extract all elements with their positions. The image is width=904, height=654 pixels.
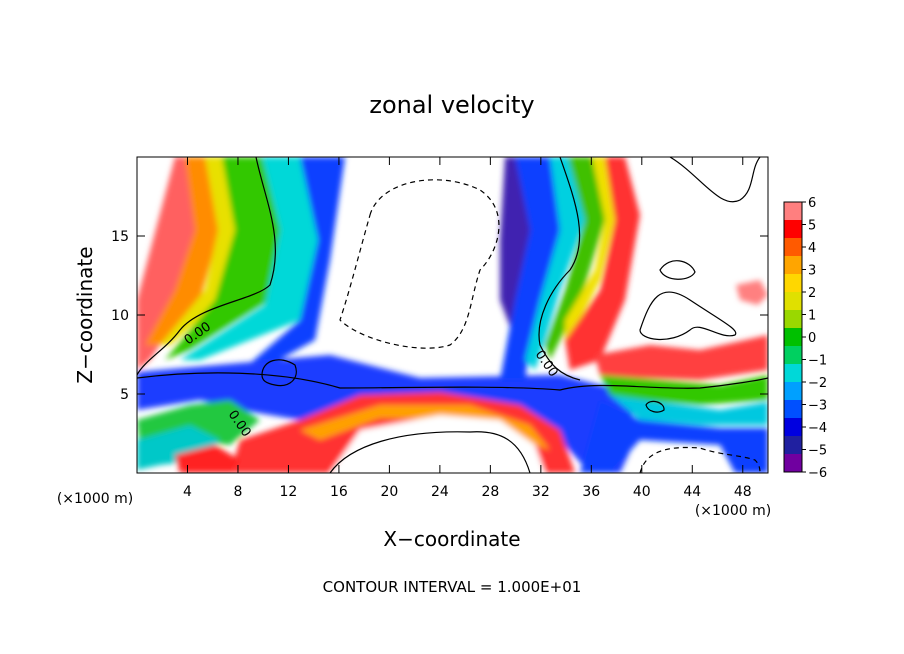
x-tick-label-10: 44 [683,484,701,500]
colorbar-label-10: −4 [808,421,827,436]
colorbar: 6 5 4 3 2 1 0 −1 −2 −3 −4 −5 −6 [783,196,827,481]
contour-small-loop-right [659,260,696,280]
x-unit-right: (×1000 m) [695,503,771,519]
y-tick-label-1: 10 [111,308,129,324]
colorbar-swatch-13 [784,436,802,455]
y-axis: 5 10 15 [111,229,768,403]
field-left-green [165,157,285,360]
x-tick-label-2: 12 [280,484,298,500]
colorbar-swatch-14 [784,454,802,473]
x-tick-label-11: 48 [734,484,752,500]
field-low-blue [137,355,640,473]
colorbar-swatch-0 [784,202,802,221]
colorbar-swatch-10 [784,382,802,401]
contour-dashed-top [339,179,500,349]
x-axis-label: X−coordinate [383,527,520,551]
contour-lower-zero [137,372,768,391]
x-tick-label-1: 8 [233,484,242,500]
colorbar-label-5: 1 [808,309,816,324]
contour-lines [137,157,768,473]
chart-title: zonal velocity [369,91,534,119]
field-far-right-pink [736,280,768,305]
y-tick-label-0: 5 [120,387,129,403]
colorbar-swatch-3 [784,256,802,275]
colorbar-swatch-9 [784,364,802,383]
colorbar-label-7: −1 [808,354,827,369]
x-tick-label-3: 16 [330,484,348,500]
field-right-cyan [525,157,585,370]
field-low-white [330,415,545,473]
x-tick-label-0: 4 [183,484,192,500]
colorbar-label-12: −6 [808,466,827,481]
x-tick-label-7: 32 [532,484,550,500]
x-axis: 4 8 12 16 20 24 28 32 36 40 44 48 [183,157,752,500]
field-rightlow-green [600,375,768,405]
colorbar-label-9: −3 [808,399,827,414]
contour-lower-white [329,431,531,473]
contour-upper-right [669,157,761,203]
x-tick-label-4: 20 [380,484,398,500]
y-axis-label: Z−coordinate [73,246,97,383]
field-right-yellow [565,157,615,345]
x-tick-label-8: 36 [582,484,600,500]
contour-interval-footer: CONTOUR INTERVAL = 1.000E+01 [323,578,582,596]
colorbar-label-2: 4 [808,241,816,256]
colorbar-label-4: 2 [808,286,816,301]
colorbar-swatch-1 [784,220,802,239]
colorbar-swatch-4 [784,274,802,293]
colorbar-swatch-12 [784,418,802,437]
x-tick-label-6: 28 [481,484,499,500]
field-right-red [565,157,640,370]
colorbar-label-3: 3 [808,264,816,279]
field-right-green [545,157,605,360]
field-lowleft-red [175,445,240,473]
field-rightlow-blue [580,400,768,473]
field-low-orange [300,405,550,450]
x-unit-left: (×1000 m) [57,491,133,507]
field-rightlow-red [595,335,768,380]
colorbar-label-6: 0 [808,331,816,346]
contour-small-loop-left [261,359,297,387]
velocity-field [137,157,768,473]
colorbar-swatch-7 [784,328,802,347]
contour-left-zero [137,157,277,376]
colorbar-swatch-5 [784,292,802,311]
colorbar-label-11: −5 [808,444,827,459]
plot-area: 0.00 0.00 0.00 [136,156,769,474]
x-tick-label-9: 40 [633,484,651,500]
y-tick-label-2: 15 [111,229,129,245]
colorbar-label-8: −2 [808,376,827,391]
field-left-red [137,157,210,370]
colorbar-swatch-2 [784,238,802,257]
colorbar-label-1: 5 [808,219,816,234]
contour-right-zero [538,157,581,381]
contour-small-loop-mid [645,400,665,413]
colorbar-swatch-6 [784,310,802,329]
field-left-cyan [180,157,320,360]
colorbar-swatch-8 [784,346,802,365]
colorbar-label-0: 6 [808,196,816,211]
field-left-blue [240,157,345,372]
field-right-blue [500,157,560,380]
contour-dashed-bottom [639,446,761,473]
x-tick-label-5: 24 [431,484,449,500]
contour-mid-right [639,291,737,341]
colorbar-swatch-11 [784,400,802,419]
field-left-orange [145,157,220,345]
